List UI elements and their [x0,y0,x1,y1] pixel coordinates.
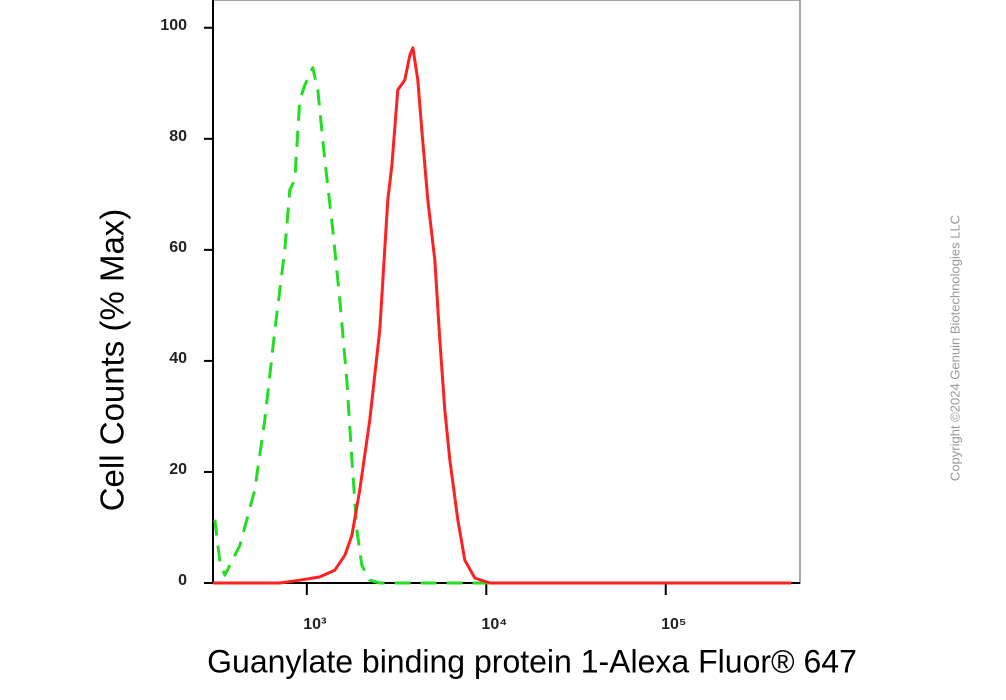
y-axis-label: Cell Counts (% Max) [94,209,131,512]
x-axis-label: Guanylate binding protein 1-Alexa Fluor®… [207,643,857,679]
plot-frame [212,0,801,584]
y-tick-label: 20 [169,461,187,478]
y-tick-label: 40 [169,350,187,367]
y-tick-label: 60 [169,239,187,256]
y-tick-label: 100 [160,17,187,34]
y-tick-label: 0 [178,572,187,589]
x-tick-label: 10⁵ [661,616,686,633]
copyright: Copyright ©2024 Genuin Biotechnologies L… [947,215,962,481]
y-tick-label: 80 [169,128,187,145]
series-line [213,66,792,585]
x-tick-label: 10⁴ [481,616,507,633]
series-line [213,46,792,585]
x-tick-label: 10³ [303,616,326,633]
